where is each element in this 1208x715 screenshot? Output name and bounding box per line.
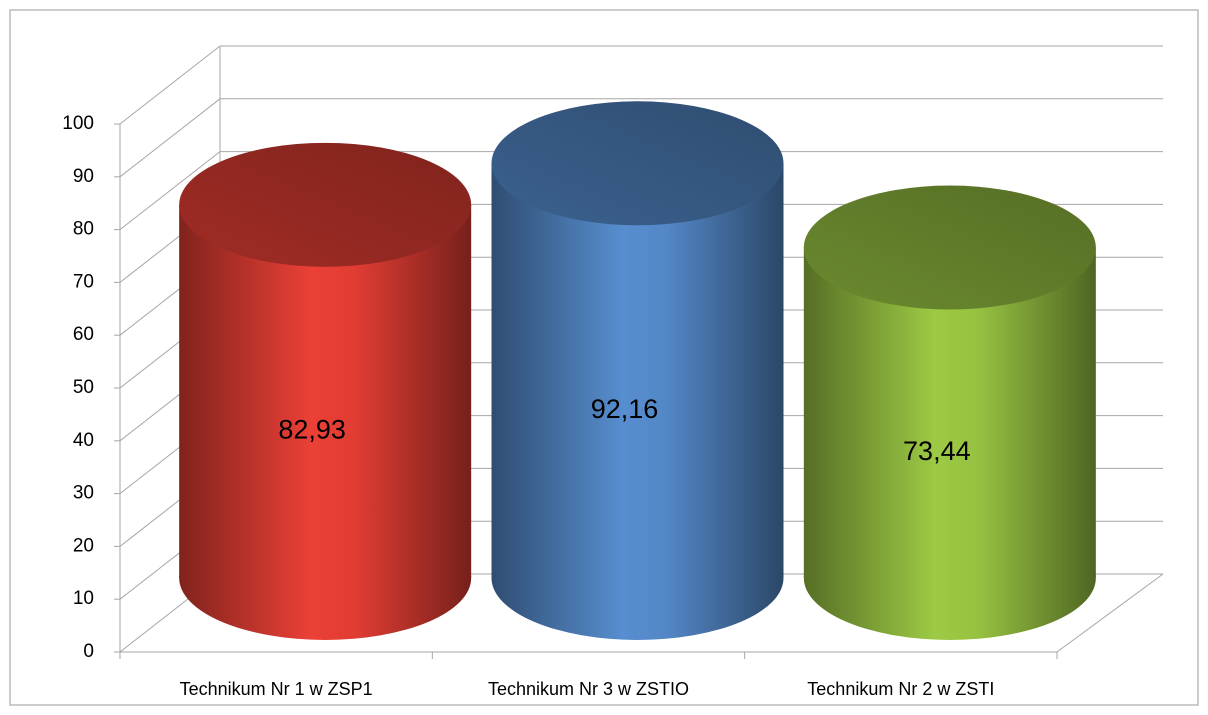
cylinder-body bbox=[179, 204, 472, 578]
y-tick-label: 20 bbox=[73, 535, 94, 556]
cylinder-top bbox=[803, 185, 1096, 310]
floor-right bbox=[1056, 573, 1164, 653]
x-tick-label: Technikum Nr 1 w ZSP1 bbox=[180, 679, 373, 699]
y-tick-label: 90 bbox=[73, 166, 94, 187]
value-label: 73,44 bbox=[903, 436, 971, 466]
x-tick-label: Technikum Nr 3 w ZSTIO bbox=[488, 679, 689, 699]
y-tick-label: 60 bbox=[73, 324, 94, 345]
y-tick-label: 80 bbox=[73, 219, 94, 240]
cylinder-body bbox=[491, 163, 784, 578]
value-label: 92,16 bbox=[591, 394, 659, 424]
grid-line bbox=[119, 45, 221, 125]
grid-line bbox=[119, 151, 221, 230]
y-tick-label: 40 bbox=[73, 430, 94, 451]
cylinder-top bbox=[179, 142, 472, 267]
y-tick-label: 10 bbox=[73, 588, 94, 609]
x-tick-label: Technikum Nr 2 w ZSTI bbox=[807, 679, 994, 699]
grid-line bbox=[119, 98, 221, 178]
y-tick-label: 100 bbox=[62, 113, 94, 134]
cylinder-top bbox=[491, 101, 784, 226]
y-tick-label: 30 bbox=[73, 483, 94, 504]
y-tick-label: 50 bbox=[73, 377, 94, 398]
y-tick-label: 0 bbox=[83, 641, 94, 662]
y-tick-label: 70 bbox=[73, 271, 94, 292]
value-label: 82,93 bbox=[278, 415, 346, 445]
